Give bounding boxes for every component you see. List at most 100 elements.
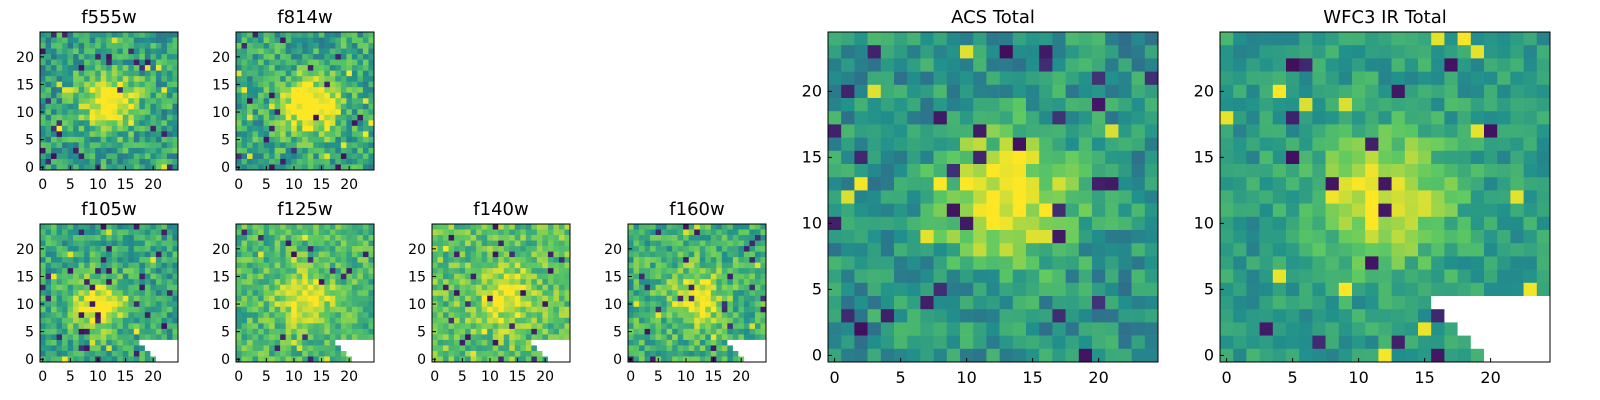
heatmap-cell — [362, 65, 369, 71]
heatmap-cell — [351, 246, 358, 252]
heatmap-cell — [650, 224, 656, 230]
heatmap-cell — [362, 262, 369, 269]
y-tick-label: 10 — [604, 297, 622, 313]
heatmap-cell — [1092, 164, 1106, 178]
heatmap-cell — [291, 65, 298, 71]
heatmap-cell — [258, 98, 264, 105]
heatmap-cell — [133, 125, 140, 132]
heatmap-cell — [280, 273, 286, 280]
heatmap-cell — [362, 136, 369, 143]
heatmap-cell — [699, 229, 706, 236]
heatmap-cell — [67, 251, 74, 258]
heatmap-cell — [155, 312, 162, 319]
heatmap-cell — [732, 268, 739, 274]
heatmap-cell — [45, 125, 52, 132]
heatmap-cell — [960, 58, 974, 72]
heatmap-cell — [318, 257, 325, 263]
heatmap-cell — [1039, 111, 1053, 125]
heatmap-cell — [716, 328, 723, 335]
heatmap-cell — [1312, 243, 1326, 257]
heatmap-cell — [443, 317, 449, 324]
heatmap-cell — [727, 240, 734, 247]
heatmap-cell — [351, 120, 358, 127]
x-tick-label: 20 — [340, 369, 358, 385]
heatmap-cell — [933, 137, 948, 152]
heatmap-cell — [56, 240, 63, 247]
heatmap-cell — [999, 71, 1014, 86]
heatmap-cell — [699, 295, 706, 302]
heatmap-cell — [933, 177, 948, 191]
heatmap-cell — [1497, 124, 1511, 138]
heatmap-cell — [738, 290, 745, 297]
heatmap-cell — [705, 251, 712, 258]
heatmap-cell — [51, 48, 57, 55]
heatmap-cell — [1457, 111, 1472, 125]
heatmap-cell — [738, 279, 745, 286]
heatmap-cell — [1444, 124, 1458, 138]
heatmap-cell — [172, 356, 179, 363]
heatmap-cell — [520, 290, 527, 297]
heatmap-cell — [960, 190, 974, 204]
heatmap-cell — [269, 350, 275, 357]
heatmap-cell — [67, 109, 74, 116]
heatmap-cell — [437, 290, 444, 297]
heatmap-cell — [128, 312, 135, 319]
heatmap-cell — [1246, 203, 1260, 218]
heatmap-cell — [62, 284, 68, 291]
heatmap-cell — [144, 54, 151, 60]
heatmap-cell — [705, 350, 712, 357]
heatmap-cell — [946, 203, 961, 218]
heatmap-cell — [346, 48, 353, 55]
heatmap-cell — [749, 350, 756, 357]
heatmap-cell — [100, 257, 107, 263]
heatmap-cell — [754, 312, 761, 319]
heatmap-cell — [285, 279, 292, 286]
heatmap-cell — [362, 339, 369, 346]
heatmap-cell — [73, 301, 79, 308]
heatmap-cell — [564, 273, 571, 280]
heatmap-cell — [247, 312, 253, 319]
heatmap-cell — [514, 235, 521, 241]
heatmap-cell — [166, 273, 173, 280]
heatmap-cell — [302, 147, 309, 154]
heatmap-cell — [368, 350, 375, 357]
heatmap-cell — [335, 246, 342, 252]
heatmap-cell — [465, 224, 471, 230]
heatmap-cell — [498, 306, 505, 313]
heatmap-cell — [139, 125, 146, 132]
heatmap-cell — [263, 301, 270, 308]
heatmap-cell — [161, 317, 168, 324]
heatmap-cell — [498, 229, 505, 236]
heatmap-cell — [677, 345, 684, 352]
heatmap-cell — [1391, 71, 1406, 86]
heatmap-cell — [661, 323, 667, 330]
heatmap-cell — [754, 290, 761, 297]
heatmap-cell — [498, 328, 505, 335]
heatmap-cell — [139, 92, 146, 99]
x-tick-label: 0 — [234, 177, 243, 193]
heatmap-cell — [84, 54, 90, 60]
heatmap-cell — [89, 224, 96, 230]
heatmap-cell — [448, 251, 455, 258]
heatmap-cell — [1092, 282, 1106, 297]
heatmap-cell — [362, 103, 369, 110]
heatmap-cell — [302, 43, 309, 49]
heatmap-cell — [318, 273, 325, 280]
heatmap-cell — [710, 229, 717, 236]
heatmap-cell — [525, 268, 532, 274]
heatmap-cell — [1378, 243, 1392, 257]
heatmap-cell — [56, 48, 63, 55]
heatmap-cell — [111, 125, 118, 132]
heatmap-cell — [1391, 58, 1406, 72]
heatmap-cell — [644, 317, 651, 324]
heatmap-cell — [509, 317, 516, 324]
heatmap-cell — [128, 103, 135, 110]
heatmap-cell — [558, 268, 565, 274]
heatmap-cell — [241, 65, 248, 71]
y-tick-label: 15 — [212, 269, 230, 285]
heatmap-cell — [710, 334, 717, 341]
heatmap-cell — [920, 164, 934, 178]
heatmap-cell — [721, 224, 728, 230]
heatmap-cell — [666, 334, 673, 341]
heatmap-cell — [95, 32, 102, 38]
